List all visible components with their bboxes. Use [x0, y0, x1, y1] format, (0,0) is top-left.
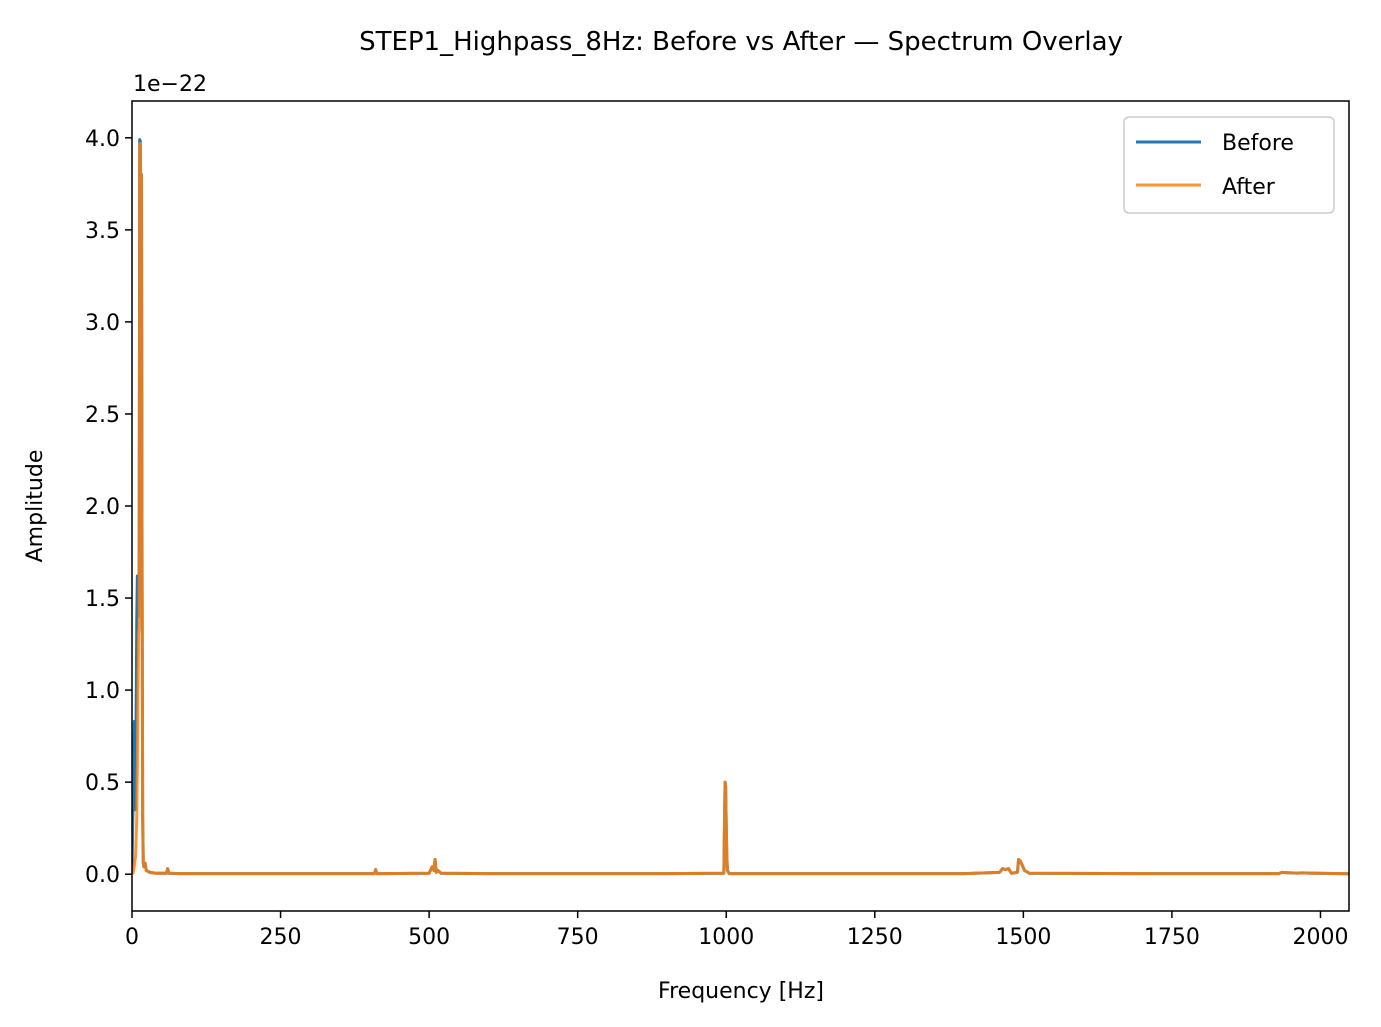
x-axis-ticks: 0 250 500 750 1000 1250 1500 1750 2000 [125, 911, 1348, 950]
y-tick-label: 4.0 [85, 127, 120, 152]
x-tick-label: 0 [125, 925, 139, 950]
plot-area [132, 101, 1349, 911]
y-tick-label: 3.0 [85, 311, 120, 336]
series-line-after [132, 141, 1349, 876]
x-tick-label: 1250 [847, 925, 903, 950]
chart-title: STEP1_Highpass_8Hz: Before vs After — Sp… [359, 27, 1123, 57]
x-tick-label: 750 [557, 925, 599, 950]
x-tick-label: 2000 [1292, 925, 1348, 950]
x-tick-label: 250 [260, 925, 302, 950]
y-tick-label: 0.5 [85, 771, 120, 796]
x-tick-label: 1750 [1144, 925, 1200, 950]
y-tick-label: 3.5 [85, 219, 120, 244]
y-tick-label: 1.0 [85, 679, 120, 704]
legend-label-before: Before [1222, 131, 1294, 156]
x-tick-label: 500 [408, 925, 450, 950]
x-tick-label: 1500 [995, 925, 1051, 950]
y-tick-label: 1.5 [85, 587, 120, 612]
y-tick-label: 2.0 [85, 495, 120, 520]
x-axis-label: Frequency [Hz] [658, 979, 824, 1004]
y-axis-ticks: 0.0 0.5 1.0 1.5 2.0 2.5 3.0 3.5 4.0 [85, 127, 132, 888]
y-axis-label: Amplitude [23, 450, 48, 563]
legend: Before After [1123, 116, 1335, 214]
y-tick-label: 0.0 [85, 863, 120, 888]
y-tick-label: 2.5 [85, 403, 120, 428]
legend-label-after: After [1222, 175, 1276, 200]
series-layer [132, 138, 1349, 876]
x-tick-label: 1000 [698, 925, 754, 950]
y-offset-label: 1e−22 [133, 72, 207, 97]
